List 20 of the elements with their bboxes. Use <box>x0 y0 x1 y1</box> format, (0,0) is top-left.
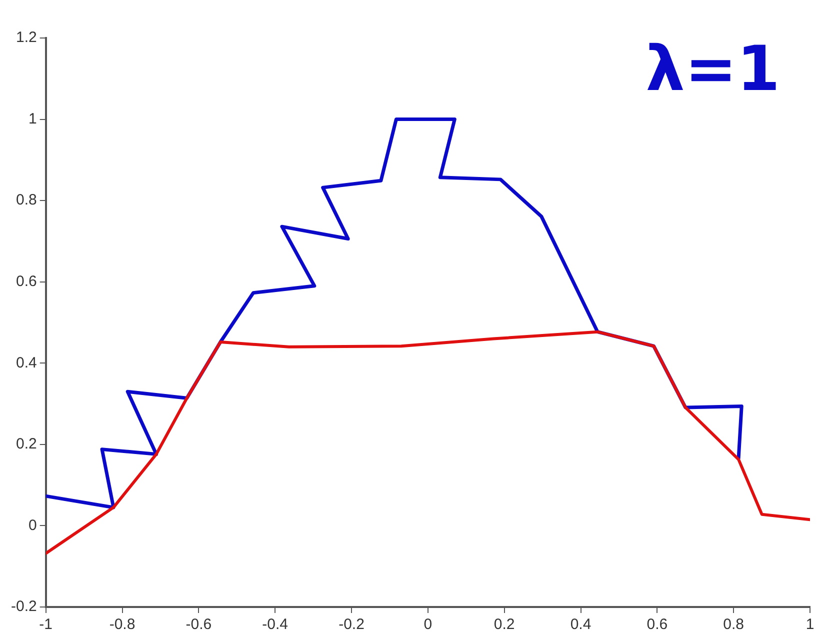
y-tick-label: 0.8 <box>16 192 37 209</box>
x-tick-label: -0.6 <box>186 616 212 634</box>
y-tick-label: 0 <box>28 516 37 534</box>
annotation: λ=1 <box>646 32 780 106</box>
y-tick-label: 1.2 <box>16 29 37 46</box>
y-tick-label: -0.2 <box>10 598 37 616</box>
x-tick-label: -1 <box>39 616 53 634</box>
x-tick-label: -0.4 <box>262 616 288 634</box>
x-tick-label: 1 <box>806 616 814 634</box>
y-tick-label: 0.2 <box>16 436 37 453</box>
x-tick-label: 0.4 <box>570 616 592 634</box>
x-tick-label: 0.2 <box>494 616 515 634</box>
y-tick-label: 0.6 <box>16 273 37 290</box>
x-tick-label: -0.2 <box>338 616 364 634</box>
y-tick-label: 1 <box>28 110 37 128</box>
x-tick-label: 0.8 <box>723 616 744 634</box>
y-tick-label: 0.4 <box>16 354 37 372</box>
x-tick-label: 0 <box>424 616 432 634</box>
x-tick-label: 0.6 <box>646 616 668 634</box>
x-tick-label: -0.8 <box>109 616 136 634</box>
